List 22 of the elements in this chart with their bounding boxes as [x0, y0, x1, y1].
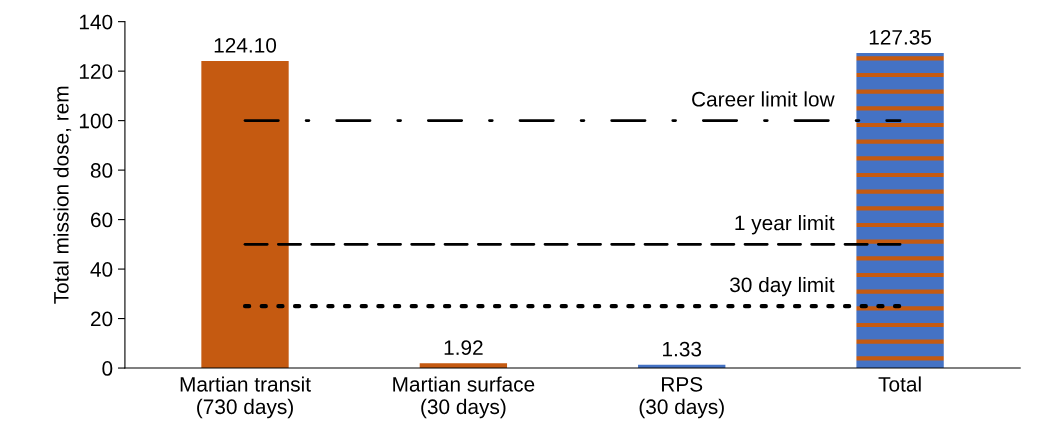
x-tick-label: RPS (30 days): [639, 376, 724, 419]
y-tick-label: 100: [79, 113, 113, 129]
x-tick-label: Martian transit (730 days): [180, 376, 311, 419]
ref-line-label: 1 year limit: [735, 215, 835, 235]
x-tick-label: Total: [878, 376, 921, 392]
ref-line-label: Career limit low: [692, 91, 835, 107]
y-tick-label: 140: [79, 14, 113, 30]
data-label: 1.92: [444, 340, 483, 356]
bar: [856, 52, 944, 369]
bar: [201, 60, 289, 369]
y-tick-label: 40: [90, 262, 113, 277]
data-label: 127.35: [869, 29, 932, 45]
ref-line-label: 30 day limit: [730, 276, 835, 297]
y-tick-label: 20: [90, 311, 113, 327]
x-tick-label: Martian surface (30 days): [393, 376, 535, 419]
data-label: 124.10: [214, 37, 277, 53]
data-label: 1.33: [663, 341, 702, 357]
y-tick-label: 80: [90, 163, 113, 178]
y-axis-title: Total mission dose, rem: [53, 86, 72, 304]
y-tick-label: 0: [102, 361, 113, 376]
y-tick-label: 120: [79, 64, 113, 79]
y-tick-label: 60: [91, 212, 113, 228]
